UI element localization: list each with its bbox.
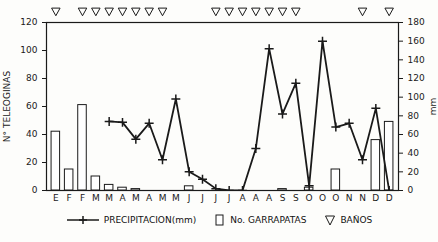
svg-text:S: S	[293, 193, 299, 203]
svg-text:60: 60	[408, 129, 420, 139]
svg-text:D: D	[386, 193, 393, 203]
svg-text:M: M	[159, 193, 167, 203]
svg-text:20: 20	[26, 157, 38, 167]
svg-text:120: 120	[20, 17, 37, 27]
svg-text:N° TELEOGINAS: N° TELEOGINAS	[2, 71, 12, 143]
svg-text:A: A	[253, 193, 260, 203]
svg-text:140: 140	[408, 55, 425, 65]
svg-text:O: O	[306, 193, 313, 203]
svg-text:J: J	[187, 193, 191, 203]
svg-text:O: O	[319, 193, 326, 203]
svg-text:A: A	[266, 193, 273, 203]
svg-text:M: M	[92, 193, 100, 203]
svg-text:0: 0	[408, 185, 414, 195]
svg-text:160: 160	[408, 36, 425, 46]
svg-text:D: D	[372, 193, 379, 203]
svg-text:M: M	[172, 193, 180, 203]
svg-text:J: J	[227, 193, 231, 203]
svg-text:S: S	[280, 193, 286, 203]
svg-text:M: M	[105, 193, 113, 203]
html-text:BAÑOS: BAÑOS	[340, 215, 373, 225]
svg-text:J: J	[200, 193, 204, 203]
svg-text:O: O	[332, 193, 339, 203]
svg-text:40: 40	[408, 148, 420, 158]
svg-text:A: A	[119, 193, 126, 203]
svg-text:E: E	[53, 193, 59, 203]
svg-text:A: A	[239, 193, 246, 203]
svg-text:J: J	[214, 193, 218, 203]
svg-text:100: 100	[408, 92, 425, 102]
svg-text:80: 80	[26, 73, 38, 83]
svg-text:N: N	[346, 193, 353, 203]
svg-text:F: F	[80, 193, 85, 203]
svg-text:A: A	[146, 193, 153, 203]
svg-text:80: 80	[408, 111, 420, 121]
svg-text:N: N	[359, 193, 366, 203]
svg-text:120: 120	[408, 73, 425, 83]
svg-text:mm: mm	[428, 98, 438, 116]
svg-text:M: M	[132, 193, 140, 203]
svg-text:20: 20	[408, 167, 420, 177]
svg-text:180: 180	[408, 17, 425, 27]
svg-text:40: 40	[26, 129, 38, 139]
svg-text:100: 100	[20, 45, 37, 55]
html-text:PRECIPITACION(mm): PRECIPITACION(mm)	[103, 215, 197, 225]
html-text:No. GARRAPATAS: No. GARRAPATAS	[230, 215, 307, 225]
svg-text:60: 60	[26, 101, 38, 111]
svg-text:F: F	[67, 193, 72, 203]
svg-text:0: 0	[32, 185, 38, 195]
